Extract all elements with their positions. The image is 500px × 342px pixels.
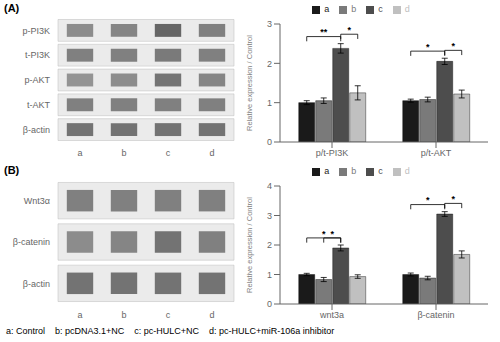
svg-text:4: 4 — [267, 181, 272, 191]
svg-text:a: a — [77, 148, 82, 158]
html-text:(B): (B) — [4, 164, 20, 176]
html-text:b: b — [351, 4, 357, 14]
svg-text:2: 2 — [267, 240, 272, 250]
svg-text:*: * — [426, 42, 430, 52]
svg-text:a: a — [77, 310, 82, 320]
svg-text:β-catenin: β-catenin — [417, 310, 454, 320]
svg-text:t-PI3K: t-PI3K — [25, 50, 50, 60]
svg-text:p/t-PI3K: p/t-PI3K — [316, 148, 349, 158]
svg-text:p-PI3K: p-PI3K — [22, 26, 50, 36]
svg-text:wnt3a: wnt3a — [319, 310, 344, 320]
svg-text:*: * — [330, 229, 334, 239]
svg-text:c: c — [166, 148, 171, 158]
svg-text:β-actin: β-actin — [23, 279, 50, 289]
html-text:b: b — [351, 166, 357, 176]
html-text:c: c — [378, 166, 383, 176]
svg-text:p-AKT: p-AKT — [24, 75, 50, 85]
svg-text:0: 0 — [267, 299, 272, 309]
svg-text:d: d — [209, 310, 214, 320]
svg-text:t-AKT: t-AKT — [27, 100, 51, 110]
html-text:a: Control b: pcDNA3.1+NC c: p: a: Control b: pcDNA3.1+NC c: pc-HULC+NC … — [6, 326, 335, 336]
svg-text:*: * — [426, 195, 430, 205]
svg-text:Relative expression / Control: Relative expression / Control — [245, 197, 254, 293]
html-text:c: c — [378, 4, 383, 14]
svg-text:β-catenin: β-catenin — [13, 237, 50, 247]
svg-text:Relative expression / Control: Relative expression / Control — [245, 35, 254, 131]
svg-text:b: b — [121, 148, 126, 158]
svg-text:*: * — [322, 229, 326, 239]
html-text:d: d — [404, 166, 410, 176]
svg-text:d: d — [209, 148, 214, 158]
svg-text:Wnt3α: Wnt3α — [24, 196, 50, 206]
svg-text:**: ** — [320, 27, 328, 37]
svg-text:*: * — [451, 194, 455, 204]
html-text:a: a — [324, 166, 330, 176]
svg-text:0: 0 — [267, 137, 272, 147]
svg-text:3: 3 — [267, 211, 272, 221]
svg-text:3: 3 — [267, 19, 272, 29]
svg-text:b: b — [121, 310, 126, 320]
html-text:a: a — [324, 4, 330, 14]
svg-text:β-actin: β-actin — [23, 125, 50, 135]
svg-text:1: 1 — [267, 270, 272, 280]
svg-text:1: 1 — [267, 98, 272, 108]
svg-text:p/t-AKT: p/t-AKT — [421, 148, 452, 158]
svg-text:*: * — [451, 41, 455, 51]
html-text:d: d — [404, 4, 410, 14]
svg-text:2: 2 — [267, 59, 272, 69]
svg-text:c: c — [166, 310, 171, 320]
svg-text:*: * — [347, 25, 351, 35]
html-text:(A): (A) — [4, 2, 20, 14]
